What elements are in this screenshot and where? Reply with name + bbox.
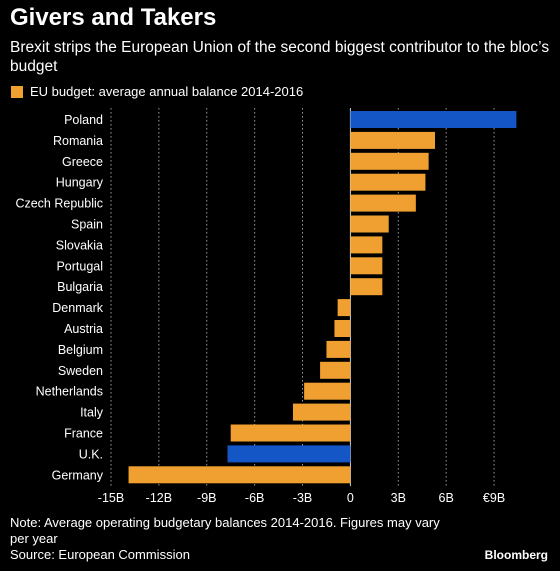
x-tick-label: 3B [391,491,406,505]
bar-austria [334,320,351,337]
category-label: Czech Republic [15,197,103,211]
category-label: Spain [71,218,103,232]
bar-belgium [326,340,351,358]
legend-swatch [11,85,23,98]
x-tick-label: -9B [197,491,216,505]
category-label: Slovakia [56,238,103,252]
category-label: U.K. [79,447,103,461]
chart-title: Givers and Takers [10,4,217,31]
x-tick-label: -12B [146,491,172,505]
bar-slovakia [350,236,383,254]
bars [128,111,517,484]
category-label: Romania [53,134,103,148]
footnote: Note: Average operating budgetary balanc… [10,515,440,546]
x-tick-label: -15B [98,491,124,505]
bar-czech-republic [350,194,416,212]
x-tick-label: -3B [293,491,312,505]
chart-legend: EU budget: average annual balance 2014-2… [11,84,303,99]
category-label: Greece [62,155,103,169]
x-tick-label: 0 [347,491,354,505]
category-label: France [64,427,103,441]
category-label: Denmark [52,301,103,315]
bar-netherlands [304,382,351,400]
bar-germany [128,466,351,484]
bar-denmark [337,299,351,317]
x-axis-ticks: -15B -12B -9B -6B -3B 0 3B 6B €9B [98,491,505,505]
bar-hungary [350,173,426,191]
grid-lines [110,108,495,486]
category-label: Netherlands [36,385,103,399]
bar-bulgaria [350,278,383,296]
category-label: Austria [64,322,103,336]
bar-romania [350,131,436,149]
category-labels: Poland Romania Greece Hungary Czech Republic… [15,113,103,482]
x-tick-label: €9B [483,491,505,505]
category-label: Germany [52,468,104,482]
source-text: Source: European Commission [10,547,190,562]
category-label: Hungary [56,176,104,190]
bar-france [230,424,351,442]
x-tick-label: 6B [439,491,454,505]
bloomberg-logo: Bloomberg [484,548,548,562]
category-label: Bulgaria [57,280,103,294]
category-label: Belgium [58,343,103,357]
category-label: Sweden [58,364,103,378]
bar-spain [350,215,389,233]
x-tick-label: -6B [245,491,264,505]
bar-italy [292,403,351,421]
category-label: Poland [64,113,103,127]
bar-greece [350,152,429,170]
category-label: Portugal [56,259,103,273]
category-label: Italy [80,406,104,420]
legend-label: EU budget: average annual balance 2014-2… [30,84,304,99]
bar-portugal [350,257,383,275]
chart-subtitle: Brexit strips the European Union of the … [10,39,550,75]
bar-u-k [227,445,351,463]
bar-sweden [320,361,351,379]
bar-poland [350,111,517,128]
